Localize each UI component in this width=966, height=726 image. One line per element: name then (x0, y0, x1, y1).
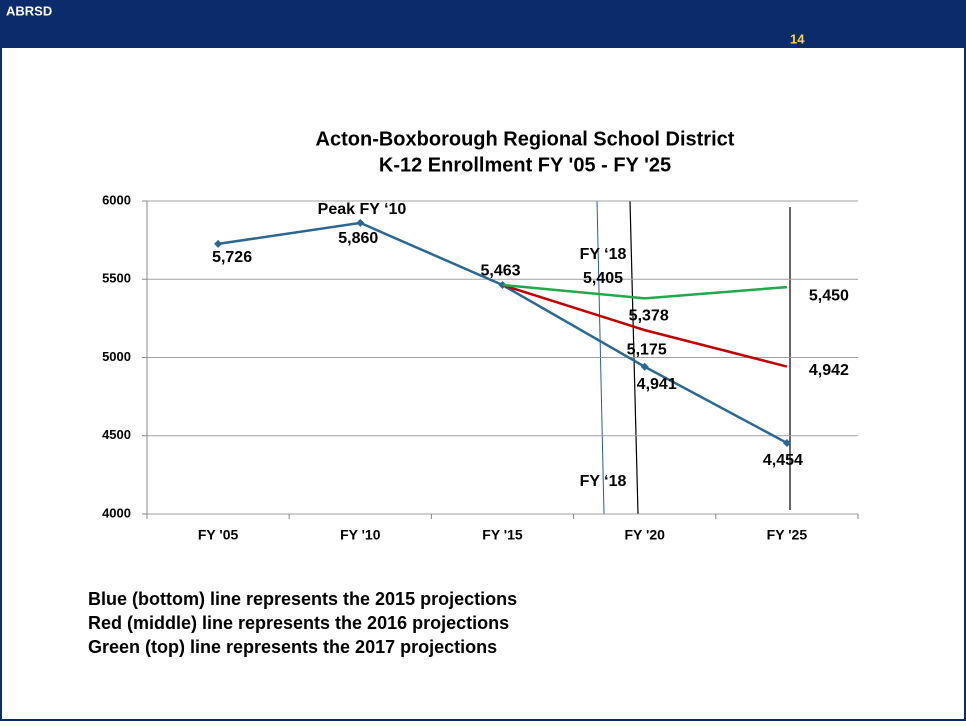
header-org: ABRSD (6, 3, 52, 18)
note: Red (middle) line represents the 2016 pr… (88, 613, 509, 633)
y-tick-label: 6000 (102, 192, 131, 207)
y-tick-label: 4500 (102, 427, 131, 442)
header-bar (0, 0, 966, 48)
point (640, 362, 649, 371)
data-label: 4,454 (763, 452, 803, 469)
data-label: 4,941 (637, 376, 677, 393)
point (356, 218, 365, 227)
data-label: 5,450 (809, 287, 849, 304)
data-label: 5,860 (338, 230, 378, 247)
x-tick-label: FY '20 (624, 527, 665, 543)
point (782, 438, 791, 447)
note: Green (top) line represents the 2017 pro… (88, 637, 497, 657)
y-tick-label: 5500 (102, 271, 131, 286)
note: Blue (bottom) line represents the 2015 p… (88, 589, 517, 609)
x-tick-label: FY '05 (198, 527, 239, 543)
x-tick-label: FY '15 (482, 527, 523, 543)
data-label: 5,463 (480, 262, 520, 279)
series-line (502, 283, 787, 300)
data-label: 5,378 (629, 308, 669, 325)
x-tick-label: FY '25 (767, 527, 808, 543)
annotation: FY ‘18 (580, 473, 627, 490)
data-label: 5,726 (212, 249, 252, 266)
data-label: 5,175 (627, 341, 667, 358)
series-line (502, 283, 788, 368)
page-number: 14 (790, 31, 805, 46)
data-label: 4,942 (809, 362, 849, 379)
x-tick-label: FY '10 (340, 527, 381, 543)
chart-subtitle: K-12 Enrollment FY '05 - FY '25 (379, 154, 671, 176)
annotation: 5,405 (583, 270, 623, 287)
annotation: FY ‘18 (580, 246, 627, 263)
y-tick-label: 4000 (102, 505, 131, 520)
chart-title: Acton-Boxborough Regional School Distric… (316, 128, 735, 150)
y-tick-label: 5000 (102, 349, 131, 364)
point (214, 239, 223, 248)
annotation: Peak FY ‘10 (318, 201, 407, 218)
